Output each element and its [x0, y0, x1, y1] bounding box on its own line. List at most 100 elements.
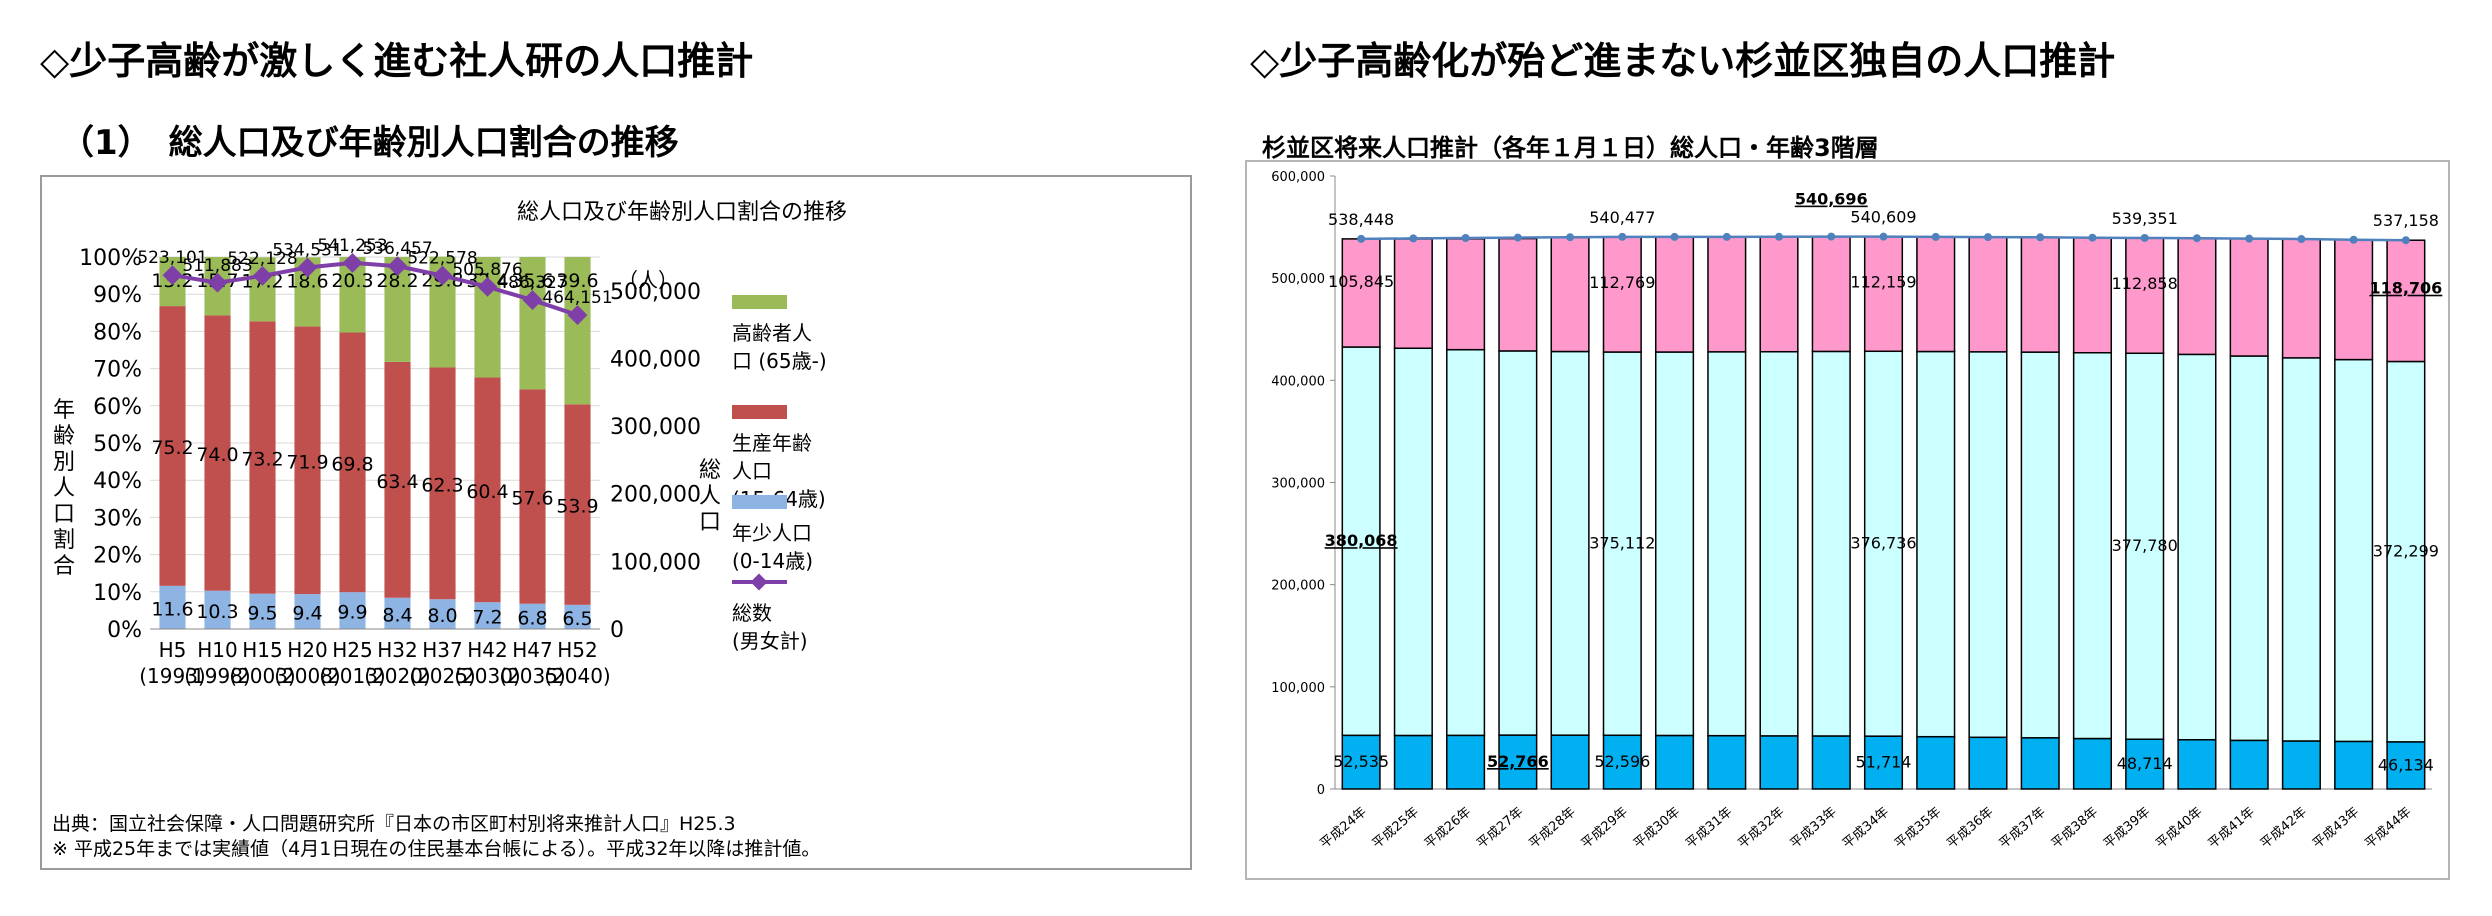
y-axis-label: 合	[53, 554, 75, 579]
bar-segment	[1968, 236, 2008, 353]
x-tick-label: 平成28年	[1526, 805, 1578, 852]
total-point	[2140, 233, 2149, 242]
data-label: 53.9	[556, 496, 598, 518]
bar-segment	[384, 361, 411, 598]
data-label: 538,448	[1328, 210, 1394, 229]
x-tick-label: 平成24年	[1317, 805, 1369, 852]
x-tick-label: 平成37年	[1997, 805, 2049, 852]
total-label: 536,457	[362, 239, 432, 259]
right-chart: 0 100,000 200,000 300,000 400,000 500,000 600,…	[1271, 170, 2442, 852]
bar-segment	[339, 592, 366, 629]
data-label: 540,609	[1850, 208, 1916, 227]
bar-segment	[564, 257, 591, 405]
y2-tick-label: 300,000	[610, 415, 701, 440]
data-label: 20.3	[331, 270, 373, 292]
y-tick-label: 10%	[93, 581, 142, 606]
total-line	[172, 260, 579, 317]
bar-segment	[1759, 735, 1799, 790]
y-tick-label: 200,000	[1271, 579, 1325, 594]
x-tick-label: H25	[332, 638, 373, 662]
x-tick-sublabel: (2013)	[319, 664, 386, 688]
bar-segment	[519, 389, 546, 604]
bar-segment	[1446, 348, 1486, 737]
legend-label: 生産年齢	[732, 431, 812, 455]
bar-segment	[1446, 734, 1486, 790]
data-label: 46,134	[2378, 755, 2434, 774]
bar-segment	[294, 326, 321, 595]
data-label: 51,714	[1856, 753, 1912, 772]
total-point	[1983, 233, 1992, 242]
data-label: 10.3	[196, 601, 238, 623]
bar-segment	[1341, 346, 1381, 737]
x-tick-label: 平成40年	[2153, 805, 2205, 852]
data-label: 74.0	[196, 444, 238, 466]
y-tick-label: 70%	[93, 358, 142, 383]
x-tick-sublabel: (2030)	[454, 664, 521, 688]
bar-segment	[2281, 357, 2321, 742]
x-tick-label: 平成44年	[2362, 805, 2414, 852]
y-tick-label: 40%	[93, 469, 142, 494]
legend-swatch	[732, 405, 787, 419]
bar-segment	[1759, 350, 1799, 737]
y-tick-label: 50%	[93, 432, 142, 457]
y2-tick-label: 400,000	[610, 347, 701, 372]
chart-title: 総人口及び年齢別人口割合の推移	[517, 200, 847, 225]
bar-segment	[339, 332, 366, 593]
total-point	[2401, 236, 2410, 245]
total-label: 486,327	[497, 273, 567, 293]
data-label: 11.6	[151, 598, 193, 620]
bar-segment	[294, 594, 321, 629]
bar-segment	[1863, 235, 1904, 353]
bar-segment	[1393, 347, 1433, 737]
x-tick-sublabel: (1998)	[184, 664, 251, 688]
x-tick-label: 平成34年	[1840, 805, 1892, 852]
x-tick-label: H42	[467, 638, 508, 662]
y-axis-label: 別	[53, 450, 75, 475]
data-label: 39.6	[556, 270, 598, 292]
bar-segment	[2072, 737, 2113, 790]
legend-label: 年少人口	[732, 521, 812, 545]
x-tick-label: 平成43年	[2310, 805, 2362, 852]
left-chart: 総人口及び年齢別人口割合の推移 0% 10% 20% 30% 40% 50% 60% 70% 80…	[53, 200, 847, 688]
y-tick-label: 0	[1317, 783, 1325, 798]
right-heading: ◇少子高齢化が殆ど進まない杉並区独自の人口推計	[1250, 39, 2116, 83]
data-label: 118,706	[2369, 279, 2442, 298]
data-label: 69.8	[331, 453, 373, 475]
bar-segment	[429, 599, 456, 629]
bar-segment	[1341, 238, 1381, 348]
data-label: 112,159	[1850, 273, 1916, 292]
bar-segment	[1654, 236, 1695, 353]
total-point	[2245, 234, 2254, 243]
x-tick-label: H15	[242, 638, 283, 662]
x-tick-label: H32	[377, 638, 418, 662]
y-axis-label: 口	[53, 502, 75, 527]
y-tick-label: 400,000	[1271, 374, 1325, 389]
x-tick-label: 平成29年	[1579, 805, 1631, 852]
x-tick-label: H5	[159, 638, 187, 662]
bar-segment	[564, 604, 591, 629]
bar-segment	[2072, 351, 2113, 740]
bar-segment	[1863, 735, 1904, 790]
bar-segment	[159, 585, 186, 629]
bar-segment	[1916, 236, 1956, 353]
data-label: 8.0	[427, 605, 457, 627]
bar-segment	[2177, 739, 2217, 790]
bar-segment	[2125, 352, 2165, 740]
total-point	[1879, 232, 1888, 241]
y2-tick-label: 500,000	[610, 280, 701, 305]
bar-segment	[2281, 238, 2321, 359]
data-label: 63.4	[376, 471, 418, 493]
x-tick-sublabel: (2025)	[409, 664, 476, 688]
total-label: 505,876	[452, 260, 522, 280]
data-label: 9.9	[337, 602, 367, 624]
total-label: 464,151	[542, 288, 612, 308]
y2-tick-label: 100,000	[610, 550, 701, 575]
bar-segment	[1916, 350, 1956, 738]
bar-segment	[564, 404, 591, 605]
bar-segment	[1498, 237, 1538, 352]
data-label: 6.8	[517, 607, 547, 629]
bar-segment	[1393, 734, 1433, 790]
bar-segment	[1759, 236, 1799, 353]
total-point	[342, 253, 363, 273]
total-point	[2349, 235, 2358, 244]
